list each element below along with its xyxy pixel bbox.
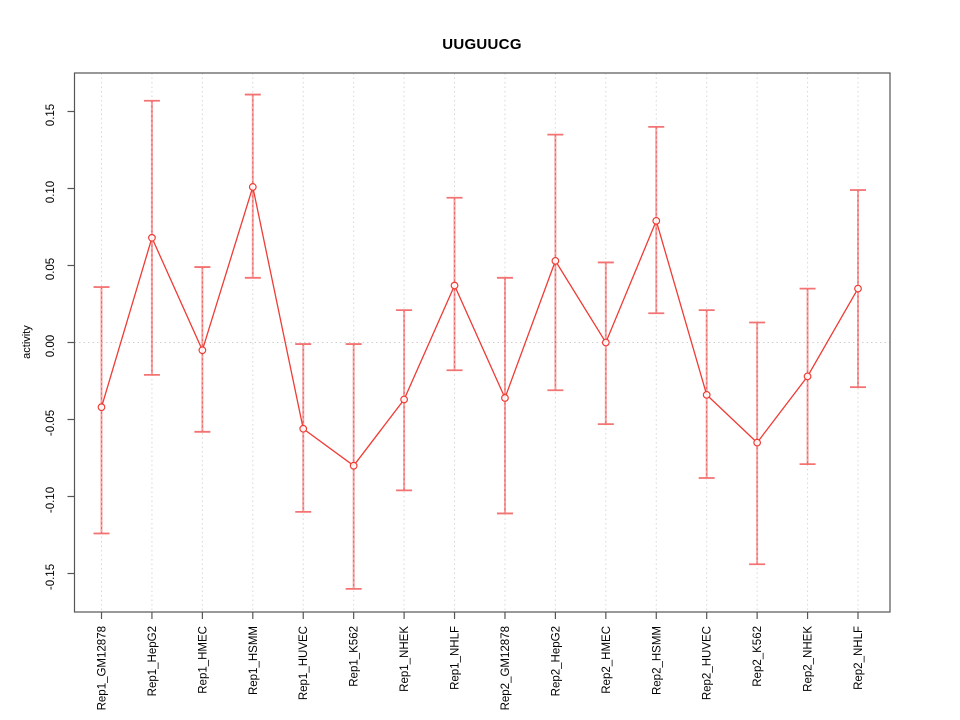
y-tick-label: 0.15 <box>45 104 57 126</box>
y-tick-label: 0.05 <box>45 258 57 280</box>
x-tick-label: Rep1_HepG2 <box>147 626 159 696</box>
x-tick-label: Rep1_HUVEC <box>298 626 310 700</box>
x-tick-label: Rep2_NHLF <box>853 626 865 690</box>
data-point-marker <box>601 338 610 347</box>
x-tick-label: Rep2_HSMM <box>651 626 663 695</box>
data-point-marker <box>854 284 862 293</box>
x-tick-label: Rep2_NHEK <box>803 626 815 692</box>
x-tick-label: Rep1_K562 <box>349 626 361 687</box>
data-point-marker <box>803 372 812 381</box>
y-tick-label: 0.10 <box>45 181 57 203</box>
data-point-marker <box>148 233 156 242</box>
x-tick-label: Rep1_HSMM <box>248 626 260 695</box>
data-point-marker <box>198 346 207 355</box>
data-point-marker <box>248 183 257 191</box>
x-tick-label: Rep1_GM12878 <box>97 626 109 710</box>
x-tick-label: Rep1_HMEC <box>197 626 209 694</box>
x-tick-label: Rep2_GM12878 <box>500 626 512 710</box>
x-tick-label: Rep2_HepG2 <box>550 626 562 696</box>
data-point-marker <box>97 403 106 412</box>
data-point-marker <box>652 216 661 225</box>
data-point-marker <box>551 256 560 265</box>
plot-frame <box>73 72 891 613</box>
data-point-marker <box>299 424 308 433</box>
y-tick-label: 0.00 <box>45 335 57 357</box>
x-tick-label: Rep1_NHEK <box>399 626 411 692</box>
series-line <box>100 186 859 467</box>
chart-title: UUGUUCG <box>442 36 522 53</box>
data-point-marker <box>753 438 762 447</box>
data-point-marker <box>501 394 509 402</box>
x-tick-label: Rep1_NHLF <box>450 626 462 690</box>
data-point-marker <box>349 461 358 470</box>
data-point-marker <box>702 390 711 399</box>
x-tick-label: Rep2_HMEC <box>601 626 613 694</box>
x-tick-label: Rep2_K562 <box>752 626 764 687</box>
y-tick-label: -0.05 <box>45 410 57 436</box>
y-tick-label: -0.15 <box>45 564 57 590</box>
x-tick-label: Rep2_HUVEC <box>702 626 714 700</box>
data-point-marker <box>400 395 409 404</box>
y-tick-label: -0.10 <box>45 487 57 513</box>
data-point-marker <box>450 281 459 290</box>
